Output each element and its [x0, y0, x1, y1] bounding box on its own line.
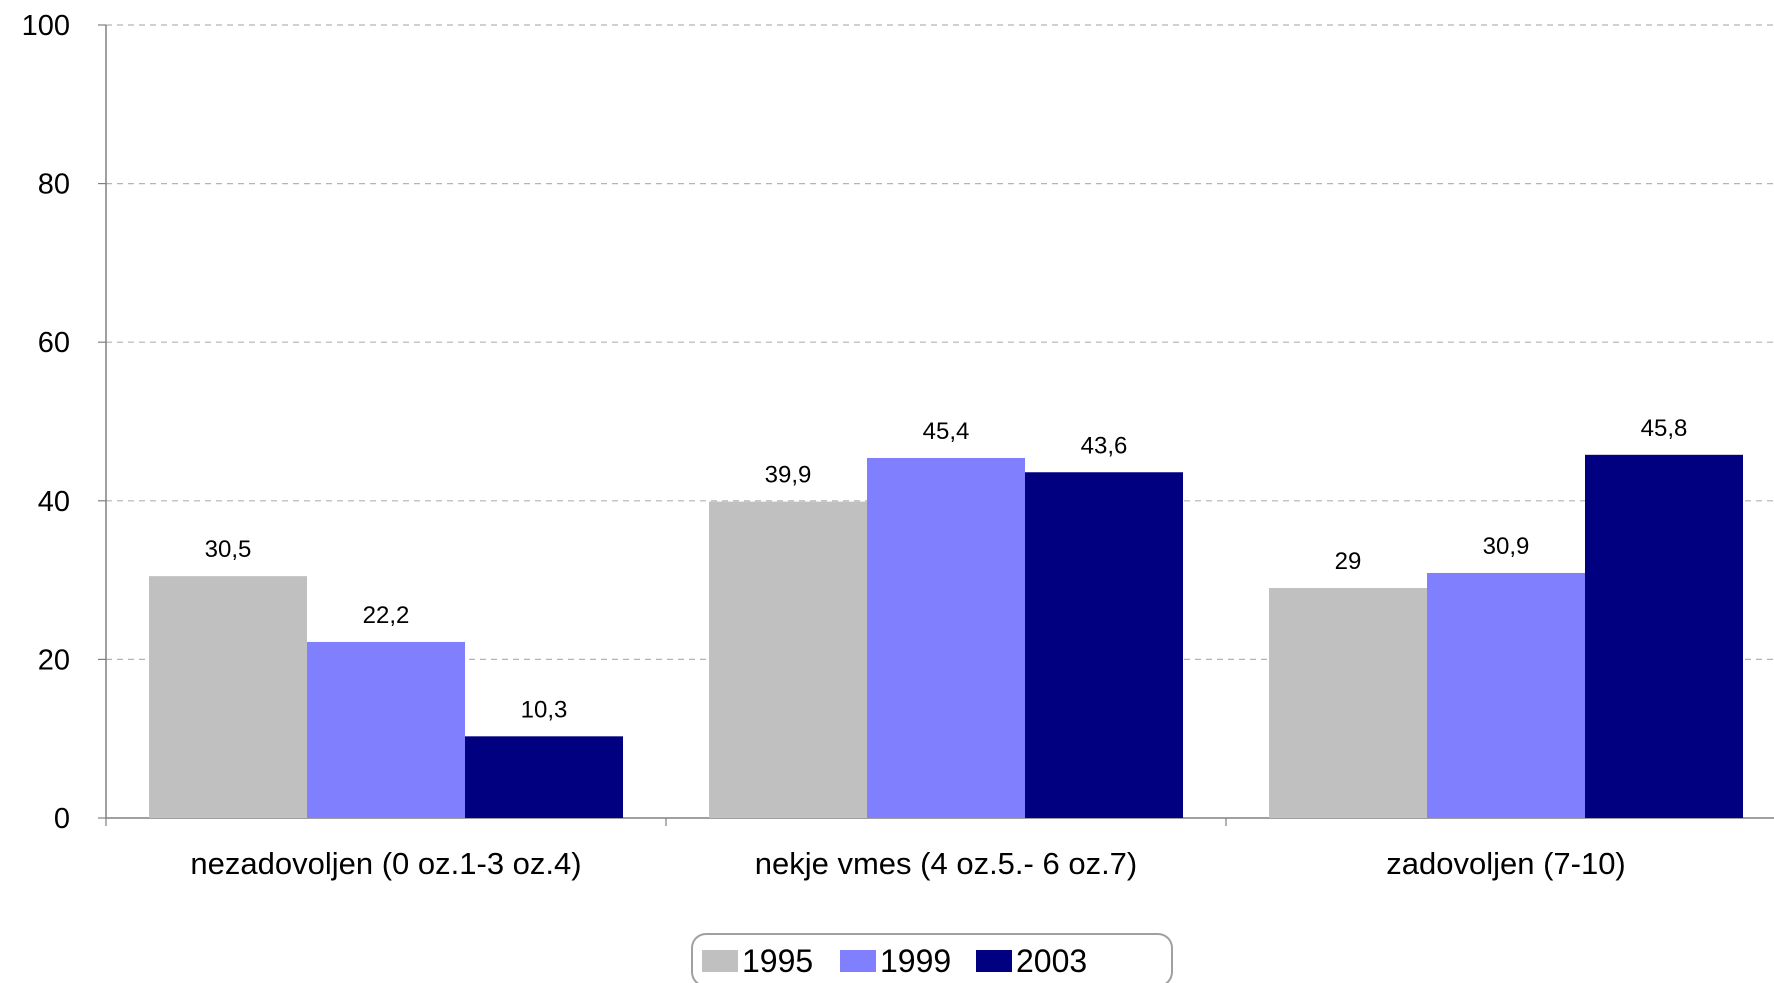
data-label: 43,6 [1081, 432, 1128, 459]
axis-ticks: 0 20 40 60 80 100 nezadovoljen (0 oz.1-3 oz.4)… [22, 10, 1626, 881]
bar-2003 [465, 736, 623, 818]
x-category-label: nezadovoljen (0 oz.1-3 oz.4) [190, 846, 581, 881]
bar-1999 [867, 457, 1025, 818]
bar-2003 [1025, 472, 1183, 818]
bar-2003 [1585, 454, 1743, 818]
bar-1995 [1269, 588, 1427, 818]
bar-1999 [1427, 572, 1585, 818]
legend-swatch-1999 [840, 950, 876, 972]
bar-1995 [149, 576, 307, 818]
legend-swatch-1995 [702, 950, 738, 972]
data-label: 22,2 [363, 602, 410, 629]
legend-label-1995: 1995 [742, 943, 813, 979]
bars [149, 454, 1743, 818]
y-tick-label: 80 [38, 169, 70, 201]
data-label: 45,8 [1641, 415, 1688, 442]
legend: 1995 1999 2003 [691, 933, 1173, 983]
data-label: 39,9 [765, 462, 812, 489]
y-tick-label: 0 [54, 803, 70, 835]
y-tick-label: 60 [38, 327, 70, 359]
data-labels: 30,5 22,2 10,3 39,9 45,4 43,6 29 30,9 45,8 [205, 415, 1688, 724]
legend-label-2003: 2003 [1016, 943, 1087, 979]
bar-1999 [307, 641, 465, 818]
legend-swatch-2003 [976, 950, 1012, 972]
data-label: 10,3 [521, 696, 568, 723]
bar-1995 [709, 501, 867, 818]
x-category-label: nekje vmes (4 oz.5.- 6 oz.7) [755, 846, 1138, 881]
y-tick-label: 20 [38, 644, 70, 676]
data-label: 30,9 [1483, 533, 1530, 560]
data-label: 29 [1335, 548, 1362, 575]
data-label: 30,5 [205, 536, 252, 563]
legend-box [691, 933, 1173, 983]
y-tick-label: 100 [22, 10, 70, 42]
legend-label-1999: 1999 [880, 943, 951, 979]
data-label: 45,4 [923, 418, 970, 445]
x-category-label: zadovoljen (7-10) [1386, 846, 1626, 881]
y-tick-label: 40 [38, 486, 70, 518]
